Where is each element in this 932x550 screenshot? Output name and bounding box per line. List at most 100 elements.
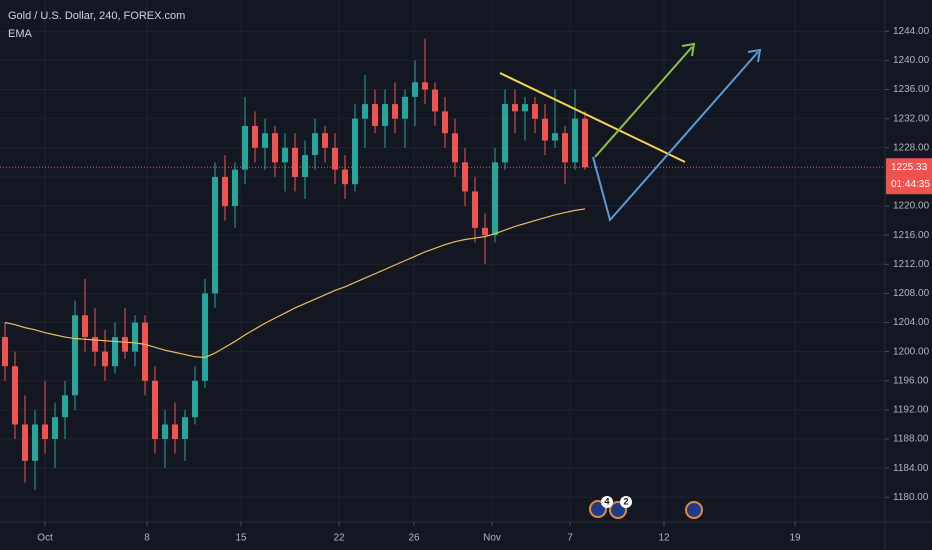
blue-arrow — [592, 51, 759, 223]
candle-body — [432, 89, 438, 112]
drawings — [499, 42, 762, 223]
candle-body — [2, 337, 8, 367]
trend-line — [499, 72, 686, 163]
y-tick-label: 1204.00 — [893, 317, 930, 328]
candle-body — [92, 337, 98, 352]
candle-body — [392, 104, 398, 119]
candle-body — [482, 227, 488, 236]
event-badge — [620, 496, 632, 508]
y-tick-label: 1232.00 — [893, 113, 930, 124]
y-tick-label: 1216.00 — [893, 230, 930, 241]
candle-body — [142, 322, 148, 381]
x-tick-label: Nov — [483, 533, 501, 544]
y-tick-label: 1188.00 — [893, 434, 929, 445]
candle-body — [442, 111, 448, 134]
candle-body — [62, 395, 68, 418]
x-tick-label: 12 — [658, 533, 670, 544]
y-tick-label: 1200.00 — [893, 346, 930, 357]
candle-body — [332, 147, 338, 170]
candle-body — [222, 176, 228, 207]
candle-body — [232, 169, 238, 207]
chart-title: Gold / U.S. Dollar, 240, FOREX.com — [8, 10, 185, 22]
candle-body — [422, 82, 428, 90]
candle-body — [532, 104, 538, 119]
candle-body — [162, 424, 168, 440]
event-icon[interactable] — [685, 501, 703, 519]
candle-body — [472, 191, 478, 228]
candle-body — [152, 380, 158, 440]
candle-body — [372, 104, 378, 126]
candle-body — [212, 176, 218, 294]
y-tick-label: 1228.00 — [893, 142, 930, 153]
x-tick-label: 19 — [789, 533, 801, 544]
y-tick-label: 1196.00 — [893, 375, 929, 386]
event-badge — [601, 496, 613, 508]
candle-body — [42, 424, 48, 440]
candle-body — [462, 162, 468, 192]
event-count: 2 — [623, 496, 628, 506]
candle-body — [262, 133, 268, 148]
candle-body — [202, 293, 208, 381]
candle-body — [242, 125, 248, 170]
x-tick-label: 8 — [144, 533, 150, 544]
events: 4 2 — [589, 496, 703, 519]
candle-body — [452, 133, 458, 163]
candle-body — [192, 380, 198, 418]
candle-body — [342, 169, 348, 185]
y-tick-label: 1236.00 — [893, 84, 930, 95]
candle-body — [402, 96, 408, 119]
candle-body — [252, 125, 258, 148]
event-count: 4 — [604, 496, 609, 506]
candle-body — [302, 155, 308, 177]
green-arrow — [594, 46, 693, 158]
candle-body — [102, 351, 108, 367]
candle-body — [382, 104, 388, 126]
candle-body — [32, 424, 38, 461]
x-tick-label: Oct — [37, 533, 53, 544]
last-price-box — [886, 158, 932, 195]
candle-body — [572, 118, 578, 163]
candle-body — [312, 133, 318, 156]
y-tick-label: 1244.00 — [893, 26, 930, 37]
candle-body — [132, 322, 138, 352]
candle-body — [362, 104, 368, 119]
candle-body — [322, 133, 328, 148]
countdown-label: 01:44:35 — [891, 179, 930, 190]
y-tick-label: 1208.00 — [893, 288, 930, 299]
candle-body — [292, 147, 298, 177]
candle-body — [522, 104, 528, 112]
candle-body — [112, 337, 118, 367]
candle-body — [552, 133, 558, 141]
green-arrowhead — [681, 42, 696, 57]
candle-body — [542, 118, 548, 141]
y-tick-label: 1192.00 — [893, 405, 929, 416]
blue-arrowhead — [747, 48, 762, 63]
candle-body — [562, 133, 568, 163]
ema-line — [4, 208, 586, 359]
indicator-label: EMA — [8, 28, 33, 40]
x-tick-label: 7 — [567, 533, 573, 544]
candle-body — [502, 104, 508, 163]
candle-body — [182, 417, 188, 440]
last-price-label: 1225.33 — [891, 162, 928, 173]
y-tick-label: 1220.00 — [893, 201, 930, 212]
candle-body — [582, 118, 588, 168]
candle-body — [22, 424, 28, 461]
candle-body — [12, 366, 18, 425]
marks — [0, 38, 885, 490]
candle-body — [492, 162, 498, 236]
y-tick-label: 1180.00 — [893, 492, 929, 503]
x-tick-label: 22 — [333, 533, 345, 544]
y-tick-label: 1240.00 — [893, 55, 930, 66]
candle-body — [512, 104, 518, 112]
candle-body — [82, 315, 88, 338]
candle-body — [52, 417, 58, 440]
candle-body — [172, 424, 178, 440]
y-tick-label: 1212.00 — [893, 259, 930, 270]
candle-body — [272, 133, 278, 163]
candle-body — [352, 118, 358, 185]
candle-body — [412, 82, 418, 97]
x-tick-label: 15 — [235, 533, 247, 544]
